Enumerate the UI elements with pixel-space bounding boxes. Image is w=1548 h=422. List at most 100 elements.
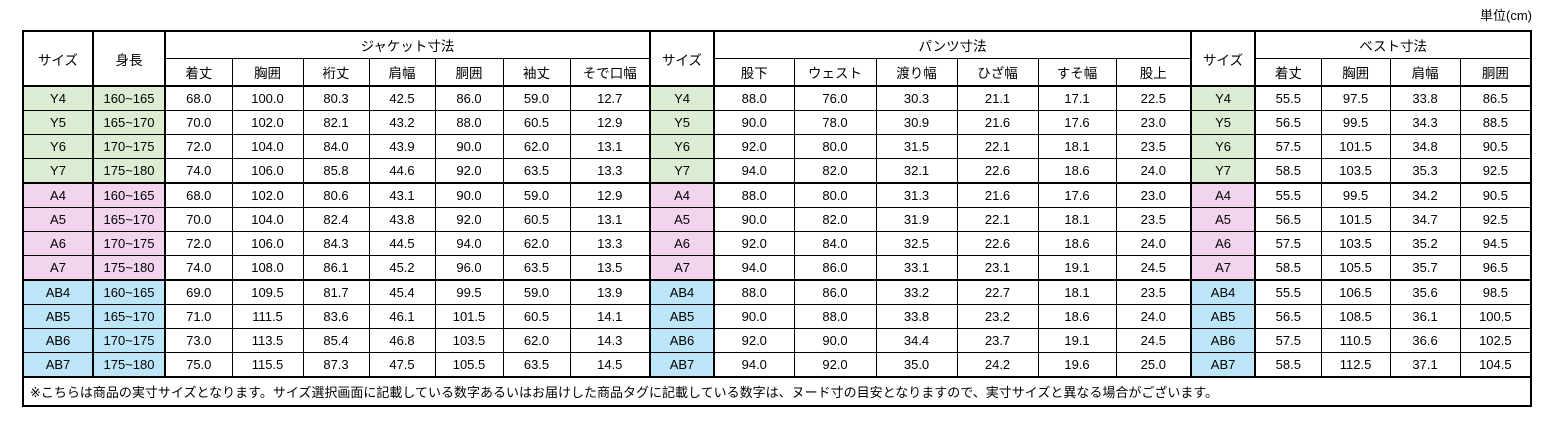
jacket-measurement-cell: 59.0 bbox=[502, 182, 571, 208]
height-header: 身長 bbox=[92, 30, 166, 87]
pants-measurement-cell: 17.6 bbox=[1037, 110, 1117, 135]
size-cell: Y5 bbox=[649, 110, 715, 135]
pants-measurement-cell: 88.0 bbox=[793, 304, 877, 329]
jacket-measurement-cell: 100.0 bbox=[231, 85, 304, 111]
unit-label: 単位(cm) bbox=[1480, 8, 1532, 23]
jacket-group-header: ジャケット寸法 bbox=[163, 30, 651, 59]
pants-measurement-cell: 22.1 bbox=[956, 207, 1039, 232]
vest-measurement-cell: 37.1 bbox=[1389, 352, 1461, 378]
pants-measurement-cell: 25.0 bbox=[1115, 352, 1192, 378]
size-cell: AB5 bbox=[22, 304, 94, 329]
jacket-measurement-cell: 14.5 bbox=[569, 352, 651, 378]
jacket-measurement-cell: 12.9 bbox=[569, 182, 651, 208]
jacket-measurement-cell: 102.0 bbox=[231, 110, 304, 135]
jacket-measurement-cell: 12.9 bbox=[569, 110, 651, 135]
size-cell: A4 bbox=[649, 182, 715, 208]
size-cell: AB4 bbox=[1190, 279, 1256, 305]
jacket-measurement-cell: 13.3 bbox=[569, 158, 651, 184]
pants-measurement-cell: 33.8 bbox=[875, 304, 958, 329]
vest-measurement-cell: 112.5 bbox=[1320, 352, 1391, 378]
pants-measurement-cell: 21.6 bbox=[956, 182, 1039, 208]
pants-measurement-cell: 30.3 bbox=[875, 85, 958, 111]
table-row: AB4 160~165 69.0 109.5 81.7 45.4 99.5 59.0 13.9 A… bbox=[22, 279, 1532, 305]
pants-measurement-cell: 84.0 bbox=[793, 231, 877, 256]
jacket-measurement-cell: 69.0 bbox=[164, 279, 233, 305]
jacket-measurement-cell: 113.5 bbox=[231, 328, 304, 353]
pants-measurement-cell: 33.2 bbox=[875, 279, 958, 305]
pants-measurement-cell: 23.0 bbox=[1115, 182, 1192, 208]
pants-measurement-cell: 33.1 bbox=[875, 255, 958, 281]
table-row: Y6 170~175 72.0 104.0 84.0 43.9 90.0 62.0 13.1 Y6… bbox=[22, 134, 1532, 159]
vest-measurement-cell: 35.7 bbox=[1389, 255, 1461, 281]
pants-measurement-cell: 92.0 bbox=[713, 134, 795, 159]
pants-measurement-cell: 94.0 bbox=[713, 352, 795, 378]
jacket-measurement-cell: 80.6 bbox=[302, 182, 370, 208]
size-cell: A4 bbox=[1190, 182, 1256, 208]
vest-measurement-cell: 101.5 bbox=[1320, 207, 1391, 232]
vest-measurement-cell: 56.5 bbox=[1254, 304, 1322, 329]
jacket-measurement-cell: 92.0 bbox=[434, 158, 504, 184]
pants-measurement-cell: 17.1 bbox=[1037, 85, 1117, 111]
vest-group-header: ベスト寸法 bbox=[1254, 30, 1532, 59]
table-row: Y7 175~180 74.0 106.0 85.8 44.6 92.0 63.5 13.3 Y7… bbox=[22, 158, 1532, 184]
jacket-measurement-cell: 62.0 bbox=[502, 134, 571, 159]
jacket-measurement-cell: 82.1 bbox=[302, 110, 370, 135]
jacket-measurement-cell: 71.0 bbox=[164, 304, 233, 329]
pants-col-header: すそ幅 bbox=[1037, 58, 1117, 87]
height-cell: 165~170 bbox=[92, 110, 166, 135]
jacket-measurement-cell: 88.0 bbox=[434, 110, 504, 135]
jacket-col-header: 裄丈 bbox=[302, 58, 370, 87]
pants-measurement-cell: 82.0 bbox=[793, 207, 877, 232]
jacket-measurement-cell: 92.0 bbox=[434, 207, 504, 232]
pants-measurement-cell: 30.9 bbox=[875, 110, 958, 135]
vest-col-header: 肩幅 bbox=[1389, 58, 1461, 87]
pants-measurement-cell: 90.0 bbox=[793, 328, 877, 353]
jacket-measurement-cell: 108.0 bbox=[231, 255, 304, 281]
table-row: Y5 165~170 70.0 102.0 82.1 43.2 88.0 60.5 12.9 Y5… bbox=[22, 110, 1532, 135]
vest-measurement-cell: 90.5 bbox=[1459, 182, 1532, 208]
jacket-col-header: 袖丈 bbox=[502, 58, 571, 87]
size-cell: Y5 bbox=[22, 110, 94, 135]
pants-measurement-cell: 92.0 bbox=[793, 352, 877, 378]
jacket-measurement-cell: 87.3 bbox=[302, 352, 370, 378]
size-cell: AB7 bbox=[22, 352, 94, 378]
vest-measurement-cell: 34.8 bbox=[1389, 134, 1461, 159]
jacket-measurement-cell: 13.3 bbox=[569, 231, 651, 256]
pants-measurement-cell: 35.0 bbox=[875, 352, 958, 378]
jacket-measurement-cell: 13.9 bbox=[569, 279, 651, 305]
jacket-measurement-cell: 45.4 bbox=[368, 279, 436, 305]
table-row: AB5 165~170 71.0 111.5 83.6 46.1 101.5 60.5 14.1… bbox=[22, 304, 1532, 329]
vest-measurement-cell: 102.5 bbox=[1459, 328, 1532, 353]
vest-measurement-cell: 36.1 bbox=[1389, 304, 1461, 329]
size-cell: Y5 bbox=[1190, 110, 1256, 135]
size-cell: A6 bbox=[22, 231, 94, 256]
jacket-measurement-cell: 63.5 bbox=[502, 255, 571, 281]
pants-measurement-cell: 23.7 bbox=[956, 328, 1039, 353]
jacket-measurement-cell: 81.7 bbox=[302, 279, 370, 305]
vest-measurement-cell: 103.5 bbox=[1320, 231, 1391, 256]
pants-measurement-cell: 94.0 bbox=[713, 158, 795, 184]
vest-measurement-cell: 103.5 bbox=[1320, 158, 1391, 184]
jacket-measurement-cell: 43.9 bbox=[368, 134, 436, 159]
jacket-measurement-cell: 59.0 bbox=[502, 279, 571, 305]
jacket-measurement-cell: 46.1 bbox=[368, 304, 436, 329]
pants-measurement-cell: 24.0 bbox=[1115, 158, 1192, 184]
pants-measurement-cell: 24.2 bbox=[956, 352, 1039, 378]
jacket-measurement-cell: 63.5 bbox=[502, 158, 571, 184]
size-cell: A4 bbox=[22, 182, 94, 208]
pants-measurement-cell: 19.1 bbox=[1037, 328, 1117, 353]
pants-group-header: パンツ寸法 bbox=[713, 30, 1192, 59]
jacket-measurement-cell: 99.5 bbox=[434, 279, 504, 305]
pants-measurement-cell: 21.6 bbox=[956, 110, 1039, 135]
table-row: A4 160~165 68.0 102.0 80.6 43.1 90.0 59.0 12.9 A4… bbox=[22, 182, 1532, 208]
size-cell: Y6 bbox=[1190, 134, 1256, 159]
vest-measurement-cell: 57.5 bbox=[1254, 328, 1322, 353]
height-cell: 175~180 bbox=[92, 255, 166, 281]
size-cell: AB4 bbox=[22, 279, 94, 305]
vest-measurement-cell: 36.6 bbox=[1389, 328, 1461, 353]
size-chart-body: Y4 160~165 68.0 100.0 80.3 42.5 86.0 59.0 12.7 Y4… bbox=[22, 85, 1532, 378]
pants-measurement-cell: 22.7 bbox=[956, 279, 1039, 305]
height-cell: 160~165 bbox=[92, 85, 166, 111]
size-cell: A6 bbox=[649, 231, 715, 256]
jacket-measurement-cell: 104.0 bbox=[231, 207, 304, 232]
